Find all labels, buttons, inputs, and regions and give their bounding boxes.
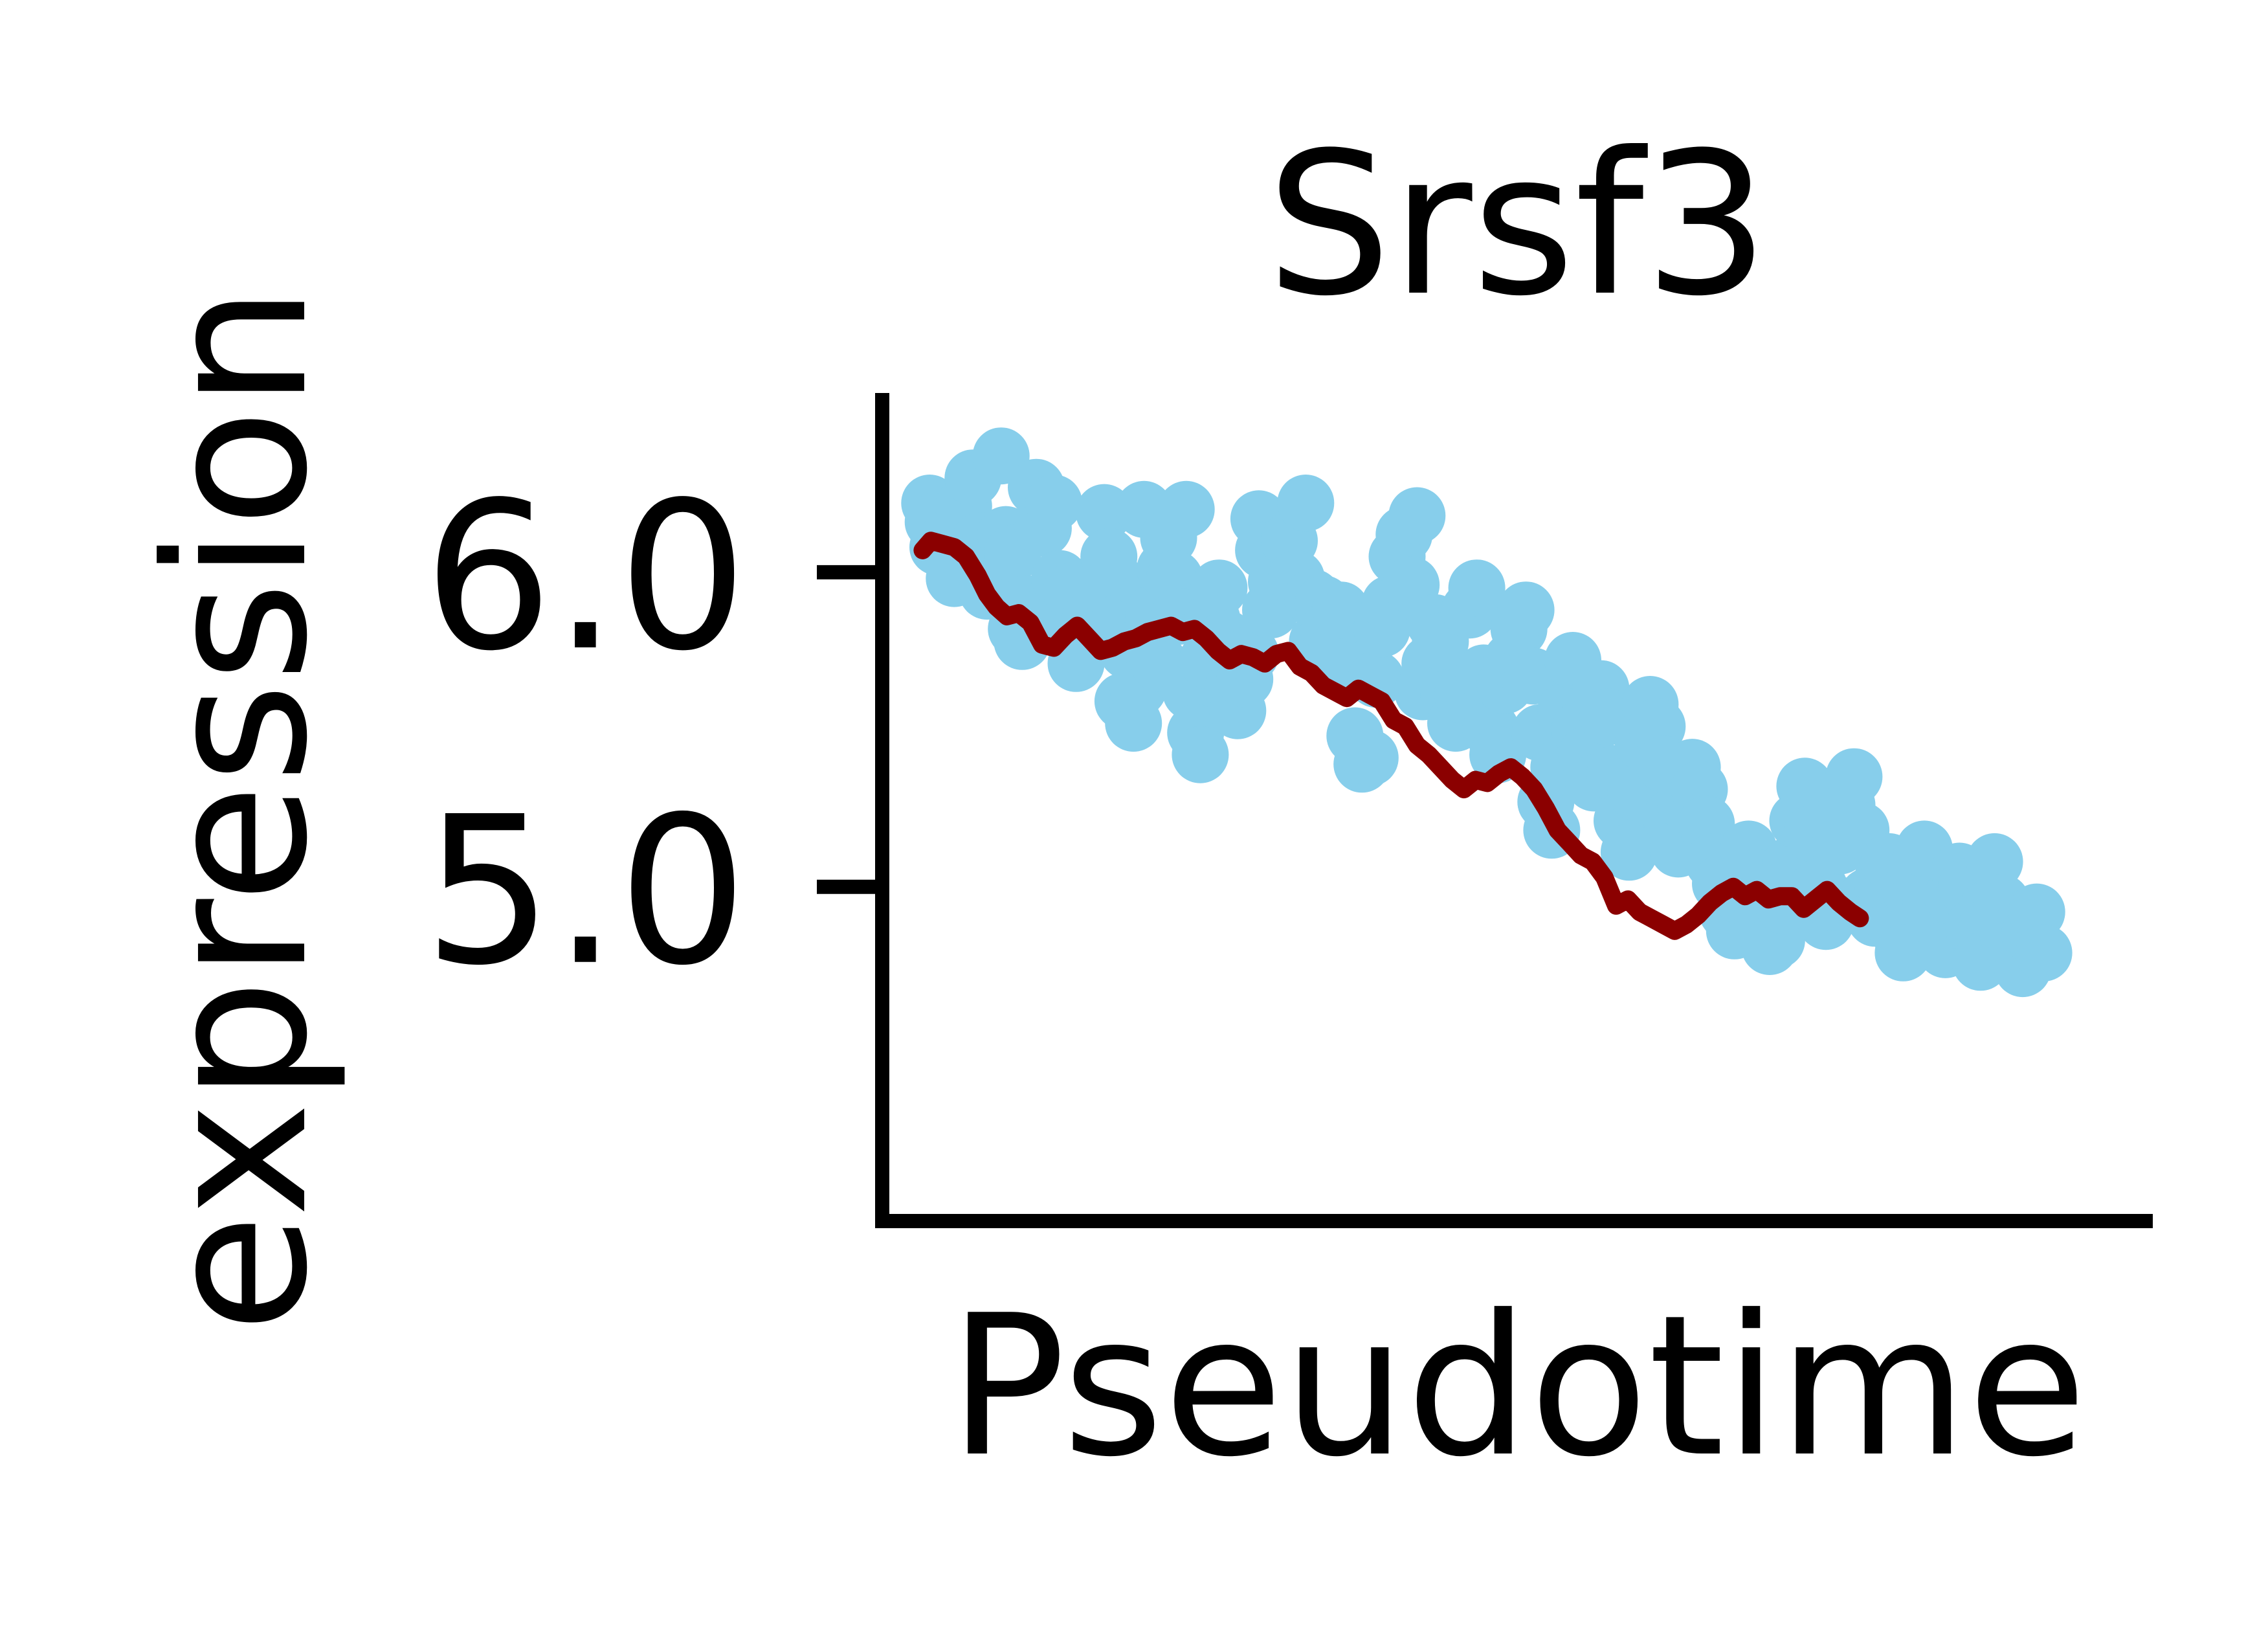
scatter-point-88 bbox=[1448, 559, 1506, 617]
y-tick-label-0: 5.0 bbox=[423, 774, 748, 1011]
y-tick-label-1: 6.0 bbox=[423, 459, 748, 696]
scatter-point-43 bbox=[1157, 480, 1215, 538]
scatter-point-95 bbox=[1497, 581, 1555, 639]
scatter-point-46 bbox=[1172, 726, 1229, 783]
x-axis-label: Pseudotime bbox=[949, 1274, 2087, 1499]
scatter-point-142 bbox=[1825, 748, 1883, 805]
scatter-point-110 bbox=[1600, 824, 1658, 881]
y-axis-label: expression bbox=[124, 286, 350, 1333]
scatter-point-49 bbox=[1190, 559, 1248, 617]
scatter-point-169 bbox=[2015, 924, 2073, 982]
axes bbox=[875, 393, 2153, 1228]
scatter-point-79 bbox=[1388, 487, 1446, 544]
scatter-point-62 bbox=[1277, 475, 1335, 532]
chart-title: Srsf3 bbox=[1267, 110, 1770, 339]
trend-line-group bbox=[913, 532, 1869, 940]
y-ticks: 5.06.0 bbox=[423, 459, 882, 1011]
scatter-points bbox=[901, 427, 2073, 998]
scatter-point-19 bbox=[1025, 475, 1083, 532]
scatter-point-72 bbox=[1341, 729, 1399, 787]
trend-line bbox=[913, 532, 1869, 940]
